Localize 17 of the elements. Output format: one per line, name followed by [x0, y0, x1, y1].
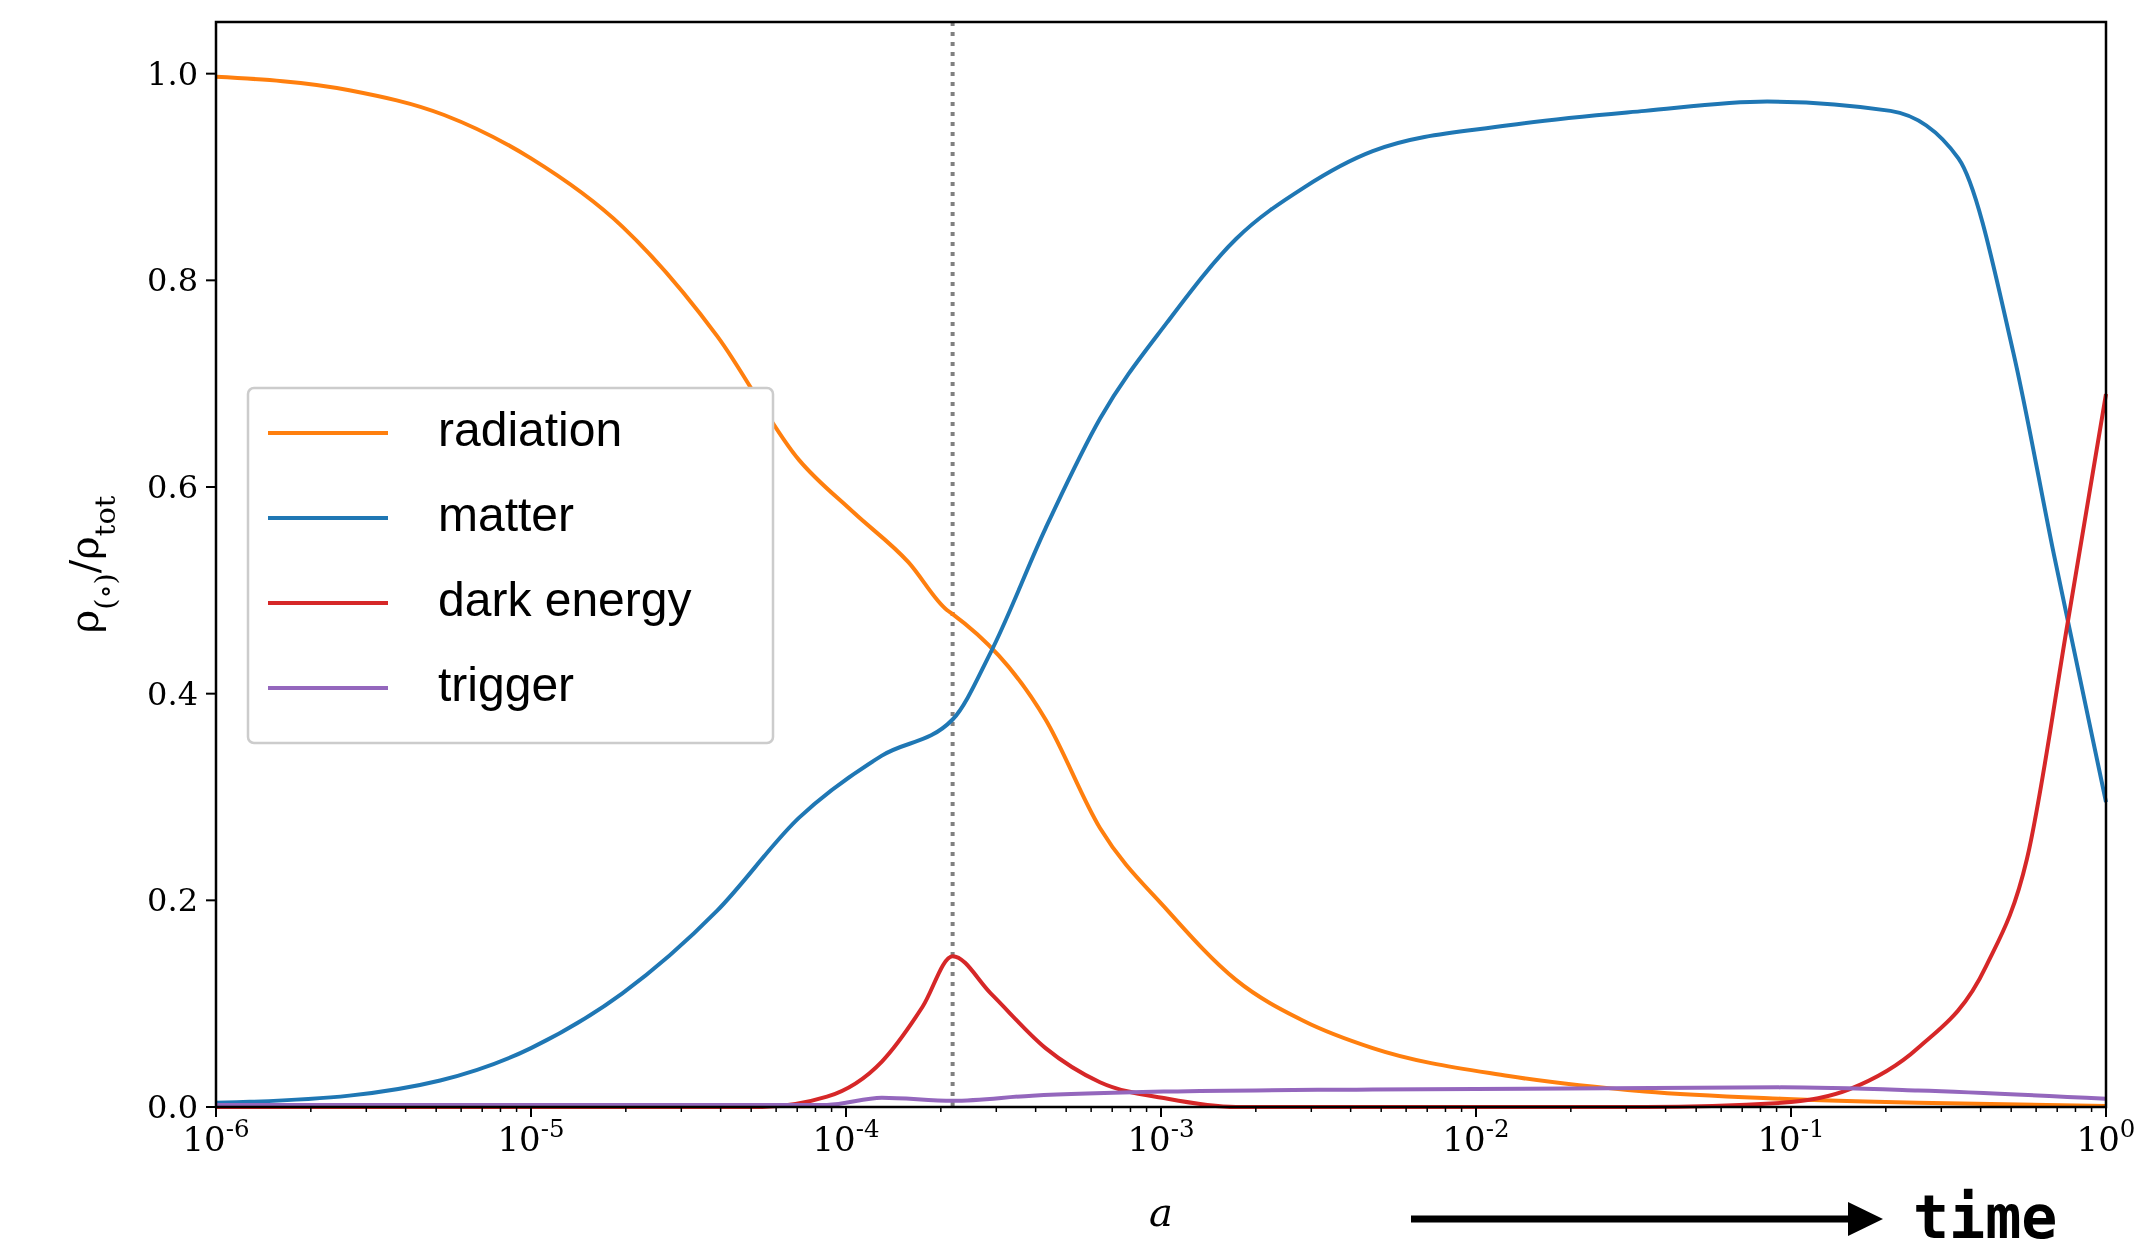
legend-label: radiation — [438, 403, 623, 456]
y-tick-label: 0.6 — [147, 468, 198, 506]
y-tick-label: 0.4 — [147, 674, 198, 713]
x-tick-label: 10$^{-4}$ — [812, 1113, 880, 1159]
x-tick-label: 10$^{0}$ — [2076, 1113, 2136, 1159]
y-tick-label: 0.2 — [147, 881, 198, 920]
text: time — [1913, 1182, 2058, 1243]
x-tick-label: 10$^{-5}$ — [497, 1113, 565, 1159]
y-tick-label: 0.8 — [147, 261, 198, 300]
x-tick-label: 10$^{-2}$ — [1442, 1113, 1510, 1159]
legend-label: trigger — [438, 658, 575, 711]
y-tick-label: 1.0 — [147, 54, 198, 93]
legend-label: matter — [438, 488, 575, 541]
legend-label: dark energy — [438, 573, 692, 626]
x-tick-label: 10$^{-3}$ — [1127, 1113, 1195, 1159]
x-axis-title: a — [1149, 1189, 1173, 1235]
x-tick-label: 10$^{-1}$ — [1757, 1113, 1825, 1159]
